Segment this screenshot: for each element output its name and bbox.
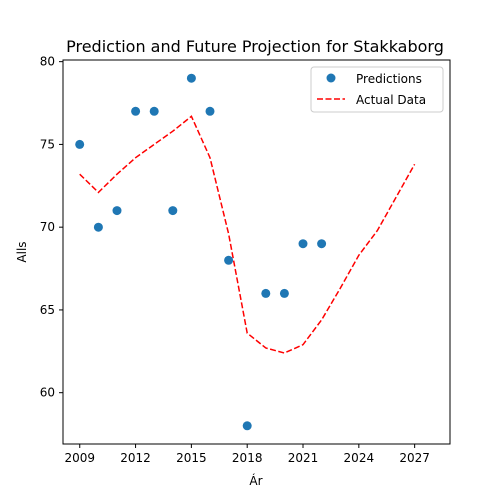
x-tick-label: 2024 — [344, 451, 375, 465]
data-point-prediction — [168, 206, 178, 216]
data-point-prediction — [75, 139, 85, 149]
plot-area — [75, 73, 416, 431]
data-point-prediction — [93, 222, 103, 232]
data-point-prediction — [298, 239, 308, 249]
series-line-actual-data — [79, 115, 416, 354]
data-point-prediction — [149, 106, 159, 116]
x-tick-label: 2018 — [232, 451, 263, 465]
y-tick-label: 75 — [40, 137, 55, 151]
x-axis-ticks: 2009 2012 2015 2018 2021 2024 2027 — [64, 444, 430, 465]
y-tick-label: 60 — [40, 386, 55, 400]
legend-label-actual-data: Actual Data — [356, 93, 426, 107]
chart-title: Prediction and Future Projection for Sta… — [66, 37, 444, 56]
legend-box — [310, 66, 444, 113]
y-axis-ticks: 60 65 70 75 80 — [40, 55, 63, 400]
x-axis-label: Ár — [249, 473, 262, 488]
x-tick-label: 2021 — [288, 451, 319, 465]
legend: Predictions Actual Data — [310, 66, 444, 113]
y-tick-label: 70 — [40, 220, 55, 234]
data-point-prediction — [186, 73, 196, 83]
data-point-prediction — [317, 239, 327, 249]
x-tick-label: 2009 — [64, 451, 95, 465]
y-tick-label: 65 — [40, 303, 55, 317]
legend-marker-predictions — [326, 73, 336, 83]
y-axis-label: Alls — [15, 241, 29, 262]
y-tick-label: 80 — [40, 55, 55, 69]
legend-label-predictions: Predictions — [356, 72, 422, 86]
x-tick-label: 2012 — [120, 451, 151, 465]
data-point-prediction — [261, 288, 271, 298]
data-point-prediction — [279, 288, 289, 298]
x-tick-label: 2027 — [399, 451, 430, 465]
data-point-prediction — [242, 421, 252, 431]
data-point-prediction — [224, 255, 234, 265]
data-point-prediction — [112, 206, 122, 216]
data-point-prediction — [205, 106, 215, 116]
axes-frame — [62, 59, 451, 445]
x-tick-label: 2015 — [176, 451, 207, 465]
data-point-prediction — [131, 106, 141, 116]
